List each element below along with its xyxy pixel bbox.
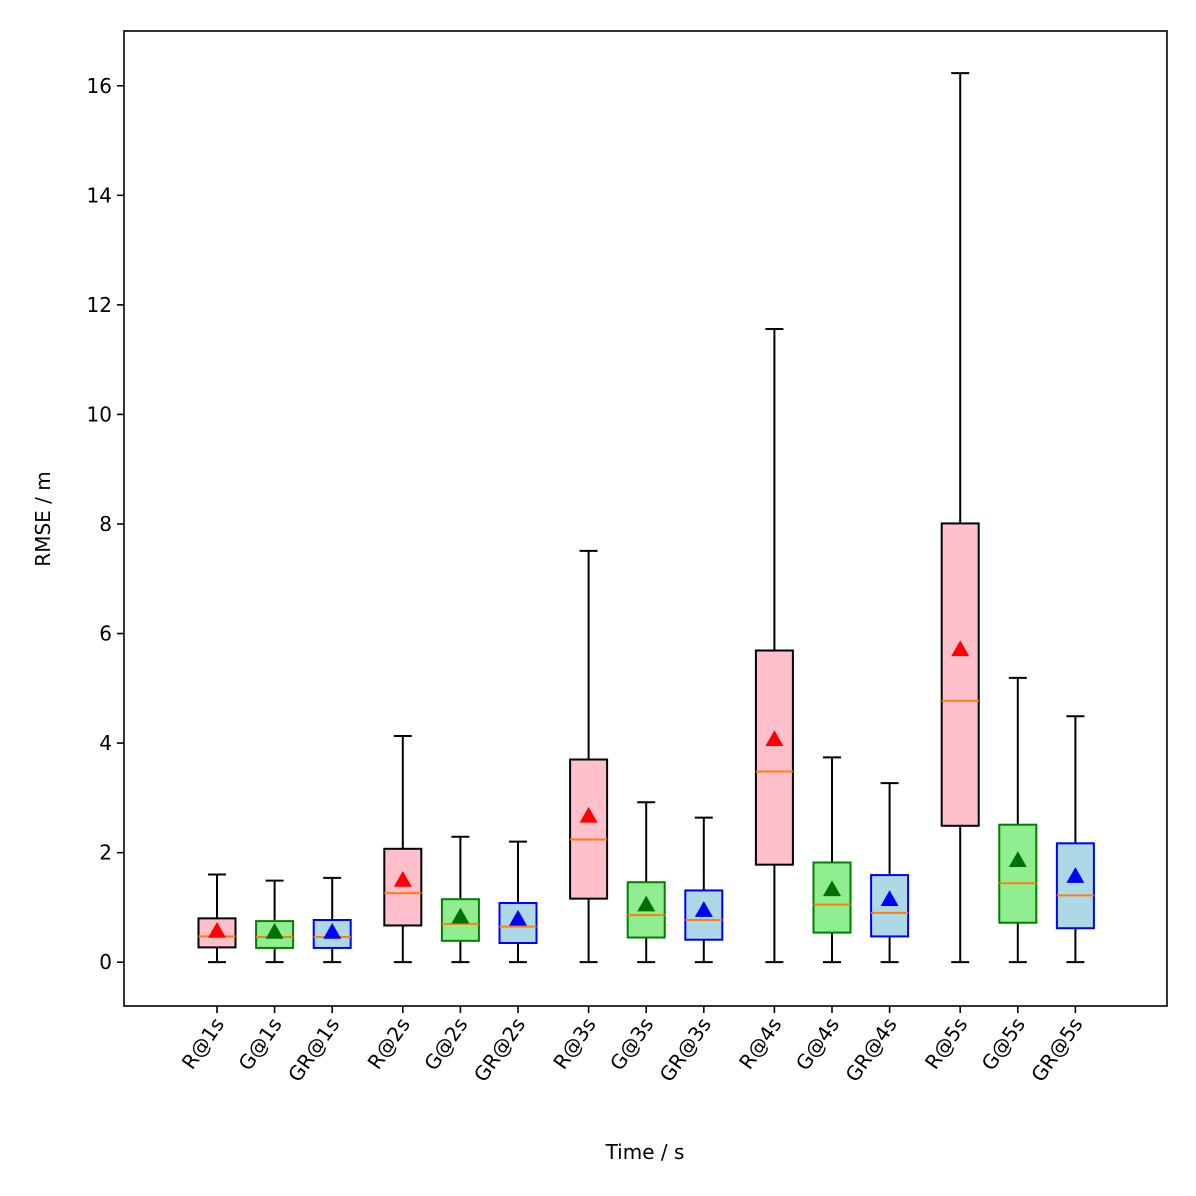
- mean-marker: [951, 640, 970, 657]
- box-r-at-3s: [569, 549, 609, 964]
- box-g-at-3s: [626, 801, 666, 964]
- x-tick-label: R@1s: [177, 1013, 229, 1073]
- mean-marker: [823, 880, 841, 897]
- mean-marker: [208, 921, 226, 938]
- box-g-at-1s: [255, 879, 295, 964]
- box-body: [940, 522, 980, 827]
- box-g-at-4s: [812, 756, 852, 964]
- x-tick-label: R@5s: [920, 1013, 972, 1073]
- box-body: [754, 649, 794, 866]
- mean-marker: [265, 923, 284, 939]
- x-tick-label: GR@4s: [840, 1013, 901, 1086]
- box-g-at-5s: [998, 676, 1038, 964]
- y-tick-label: 0: [99, 950, 112, 974]
- x-tick-label: GR@2s: [469, 1013, 530, 1086]
- box-series: [197, 72, 1095, 964]
- y-tick-label: 10: [87, 402, 112, 426]
- box-body: [998, 823, 1038, 924]
- mean-marker: [451, 907, 470, 924]
- box-r-at-1s: [197, 873, 237, 964]
- mean-marker: [1008, 851, 1027, 868]
- box-body: [1055, 842, 1095, 930]
- mean-marker: [393, 871, 412, 887]
- box-body: [569, 758, 609, 900]
- x-tick-label: G@1s: [233, 1013, 286, 1075]
- y-tick-label: 6: [99, 622, 112, 646]
- x-tick-label: R@3s: [548, 1013, 600, 1073]
- mean-marker: [765, 730, 784, 746]
- y-tick-label: 2: [99, 841, 112, 865]
- y-tick-label: 8: [99, 512, 112, 536]
- box-r-at-4s: [754, 327, 794, 964]
- mean-marker: [509, 909, 527, 926]
- box-gr-at-2s: [498, 840, 538, 964]
- mean-marker: [694, 901, 713, 917]
- y-axis: 0 2 4 6 8 10 12 14 16: [87, 74, 124, 974]
- box-gr-at-3s: [684, 816, 724, 964]
- mean-marker: [637, 895, 656, 912]
- x-tick-label: R@4s: [734, 1013, 786, 1073]
- box-gr-at-4s: [870, 782, 910, 964]
- x-tick-label: GR@3s: [655, 1013, 716, 1086]
- box-gr-at-1s: [312, 876, 352, 964]
- y-axis-title: RMSE / m: [31, 471, 55, 566]
- mean-marker: [579, 806, 598, 823]
- x-axis-title: Time / s: [605, 1140, 685, 1164]
- box-g-at-2s: [440, 835, 480, 964]
- y-tick-label: 14: [87, 183, 112, 207]
- x-tick-label: G@5s: [977, 1013, 1030, 1075]
- mean-marker: [880, 890, 899, 906]
- x-tick-label: G@4s: [791, 1013, 844, 1075]
- box-r-at-5s: [940, 72, 980, 964]
- x-tick-label: GR@1s: [283, 1013, 344, 1086]
- mean-marker: [323, 923, 342, 939]
- y-tick-label: 12: [87, 293, 112, 317]
- x-tick-label: R@2s: [363, 1013, 415, 1073]
- x-tick-label: GR@5s: [1026, 1013, 1087, 1086]
- mean-marker: [1066, 867, 1085, 883]
- x-tick-label: G@3s: [605, 1013, 658, 1075]
- y-tick-label: 4: [99, 731, 112, 755]
- x-tick-label: G@2s: [419, 1013, 472, 1075]
- box-gr-at-5s: [1055, 715, 1095, 964]
- box-body: [383, 847, 423, 927]
- y-tick-label: 16: [87, 74, 112, 98]
- box-r-at-2s: [383, 734, 423, 964]
- box-body: [812, 861, 852, 934]
